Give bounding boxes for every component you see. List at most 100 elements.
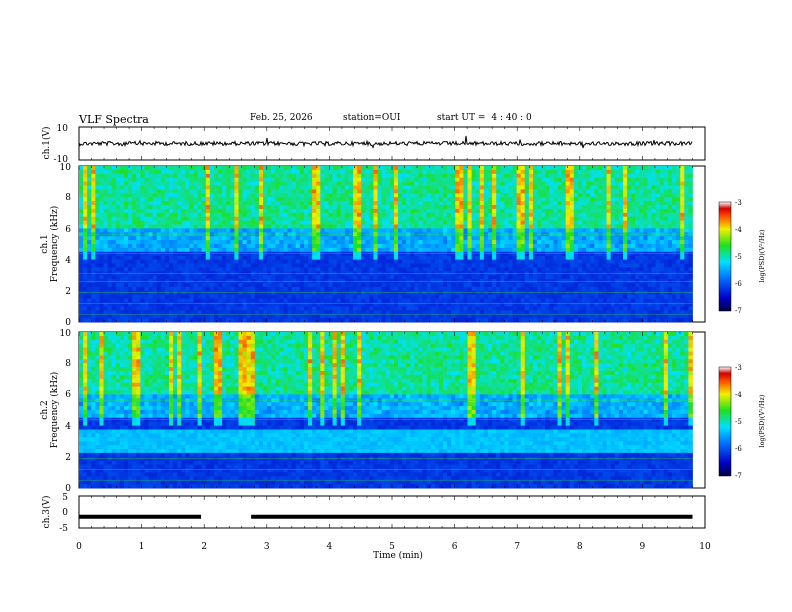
psd-cell <box>492 193 497 198</box>
psd-cell <box>123 244 129 249</box>
psd-cell <box>320 181 325 186</box>
psd-cell <box>365 263 370 268</box>
psd-cell <box>353 290 358 296</box>
psd-cell <box>418 212 423 218</box>
psd-cell <box>328 244 333 249</box>
psd-cell <box>254 259 260 264</box>
psd-cell <box>119 275 125 280</box>
psd-cell <box>561 240 567 245</box>
psd-cell <box>565 314 571 319</box>
psd-cell <box>447 205 452 210</box>
psd-cell <box>91 310 96 315</box>
psd-cell <box>402 275 407 280</box>
psd-cell <box>332 181 338 186</box>
psd-cell <box>520 177 526 182</box>
psd-cell <box>340 294 346 299</box>
psd-cell <box>205 298 211 303</box>
psd-cell <box>393 212 399 218</box>
psd-cell <box>267 185 272 190</box>
psd-cell <box>381 205 387 210</box>
psd-cell <box>537 247 542 253</box>
psd-cell <box>565 294 571 299</box>
psd-cell <box>398 267 403 272</box>
psd-cell <box>573 298 579 303</box>
psd-cell <box>320 244 325 249</box>
psd-cell <box>426 240 432 245</box>
psd-cell <box>549 201 554 206</box>
psd-cell <box>504 251 509 257</box>
psd-cell <box>287 306 293 311</box>
psd-cell <box>471 306 477 311</box>
psd-cell <box>414 244 419 249</box>
psd-cell <box>381 166 387 171</box>
psd-cell <box>381 290 387 296</box>
psd-cell <box>177 224 182 229</box>
psd-cell <box>111 169 117 175</box>
psd-cell <box>263 189 268 194</box>
psd-cell <box>132 201 137 206</box>
psd-cell <box>79 240 84 245</box>
psd-cell <box>283 263 288 268</box>
psd-cell <box>340 193 346 198</box>
psd-cell <box>312 224 317 229</box>
psd-cell <box>357 286 362 292</box>
psd-cell <box>152 240 158 245</box>
psd-cell <box>234 185 239 190</box>
psd-cell <box>119 169 125 175</box>
psd-cell <box>95 283 100 288</box>
psd-cell <box>385 201 391 206</box>
psd-cell <box>271 205 276 210</box>
psd-cell <box>381 197 387 202</box>
psd-cell <box>357 283 362 288</box>
psd-cell <box>246 193 252 198</box>
psd-cell <box>373 314 378 319</box>
psd-cell <box>496 212 501 218</box>
psd-cell <box>128 263 133 268</box>
psd-cell <box>377 220 383 225</box>
psd-cell <box>500 255 505 260</box>
psd-cell <box>361 255 366 260</box>
psd-cell <box>459 197 464 202</box>
psd-cell <box>573 247 579 253</box>
psd-cell <box>357 259 362 264</box>
psd-cell <box>185 267 190 272</box>
psd-cell <box>500 251 505 257</box>
psd-cell <box>508 294 513 299</box>
psd-cell <box>144 228 149 233</box>
psd-cell <box>492 298 497 303</box>
psd-cell <box>340 318 346 323</box>
psd-cell <box>434 318 440 323</box>
psd-cell <box>316 302 321 307</box>
psd-cell <box>205 244 211 249</box>
psd-cell <box>520 283 526 288</box>
psd-cell <box>447 251 452 257</box>
psd-cell <box>438 201 444 206</box>
psd-cell <box>209 314 215 319</box>
psd-cell <box>218 181 223 186</box>
psd-cell <box>303 240 309 245</box>
psd-cell <box>238 302 243 307</box>
psd-cell <box>508 205 513 210</box>
psd-cell <box>222 306 227 311</box>
psd-cell <box>459 290 464 296</box>
psd-cell <box>115 185 121 190</box>
psd-cell <box>463 166 468 171</box>
psd-cell <box>291 228 297 233</box>
psd-cell <box>410 177 415 182</box>
psd-cell <box>393 244 399 249</box>
psd-cell <box>197 255 203 260</box>
psd-cell <box>123 224 129 229</box>
psd-cell <box>357 189 362 194</box>
psd-cell <box>398 251 403 257</box>
psd-cell <box>336 240 342 245</box>
psd-cell <box>254 224 260 229</box>
psd-cell <box>189 255 194 260</box>
psd-cell <box>148 310 154 315</box>
psd-cell <box>418 306 423 311</box>
psd-cell <box>451 201 456 206</box>
psd-cell <box>324 173 329 179</box>
psd-cell <box>348 314 354 319</box>
psd-cell <box>357 251 362 257</box>
psd-cell <box>426 290 432 296</box>
psd-cell <box>111 244 117 249</box>
